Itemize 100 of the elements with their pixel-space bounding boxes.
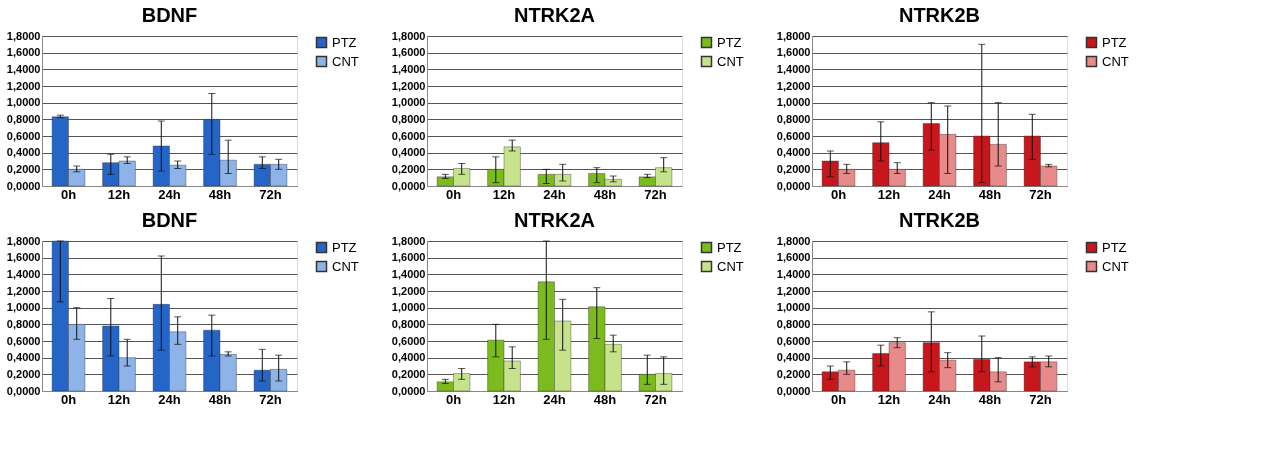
y-tick-label: 0,2000 <box>391 162 426 175</box>
y-tick-label: 0,4000 <box>391 146 426 159</box>
x-tick-label: 12h <box>492 391 516 407</box>
y-tick-label: 1,2000 <box>391 79 426 92</box>
y-tick-label: 1,6000 <box>776 46 811 59</box>
y-tick-label: 1,0000 <box>391 96 426 109</box>
y-tick-label: 0,8000 <box>6 112 41 125</box>
y-tick-label: 1,6000 <box>391 251 426 264</box>
y-tick-label: 1,0000 <box>776 301 811 314</box>
y-tick-label: 0,8000 <box>776 317 811 330</box>
y-tick-label: 0,2000 <box>6 367 41 380</box>
y-tick-label: 0,6000 <box>776 334 811 347</box>
y-tick-label: 0,8000 <box>391 317 426 330</box>
x-tick-label: 12h <box>107 391 131 407</box>
legend-label: CNT <box>717 53 744 69</box>
y-tick-label: 0,2000 <box>776 162 811 175</box>
chart-title: BDNF <box>141 209 198 231</box>
y-tick-label: 0,6000 <box>391 334 426 347</box>
y-tick-label: 0,8000 <box>6 317 41 330</box>
y-tick-label: 0,4000 <box>6 146 41 159</box>
legend-label: PTZ <box>1102 34 1127 50</box>
y-tick-label: 1,4000 <box>6 62 41 75</box>
x-tick-label: 48h <box>978 186 1002 202</box>
legend-label: CNT <box>332 258 359 274</box>
x-tick-label: 12h <box>877 186 901 202</box>
y-tick-label: 0,4000 <box>776 146 811 159</box>
y-tick-label: 1,8000 <box>391 234 426 247</box>
x-tick-label: 72h <box>1029 391 1052 407</box>
y-tick-label: 0,0000 <box>391 384 426 397</box>
y-tick-label: 1,8000 <box>391 29 426 42</box>
y-tick-label: 1,8000 <box>776 234 811 247</box>
y-tick-label: 0,8000 <box>776 112 811 125</box>
y-tick-label: 1,8000 <box>776 29 811 42</box>
x-tick-label: 24h <box>928 186 951 202</box>
legend-label: CNT <box>1102 258 1129 274</box>
y-tick-label: 1,2000 <box>6 284 41 297</box>
y-tick-label: 1,6000 <box>776 251 811 264</box>
y-tick-label: 1,2000 <box>6 79 41 92</box>
x-tick-label: 72h <box>1029 186 1052 202</box>
legend-label: PTZ <box>717 239 742 255</box>
y-tick-label: 0,4000 <box>776 351 811 364</box>
y-tick-label: 1,6000 <box>391 46 426 59</box>
x-tick-label: 24h <box>158 391 181 407</box>
legend-label: PTZ <box>332 34 357 50</box>
y-tick-label: 1,4000 <box>391 62 426 75</box>
y-tick-label: 1,0000 <box>776 96 811 109</box>
y-tick-label: 1,2000 <box>391 284 426 297</box>
y-tick-label: 0,2000 <box>6 162 41 175</box>
chart-title: NTRK2A <box>513 4 596 26</box>
y-tick-label: 0,0000 <box>6 384 41 397</box>
x-tick-label: 48h <box>593 391 617 407</box>
x-tick-label: 72h <box>259 186 282 202</box>
x-tick-label: 48h <box>978 391 1002 407</box>
y-tick-label: 1,8000 <box>6 234 41 247</box>
y-tick-label: 0,6000 <box>6 129 41 142</box>
x-tick-label: 0h <box>60 391 77 407</box>
y-tick-label: 0,0000 <box>776 384 811 397</box>
y-tick-label: 0,0000 <box>6 179 41 192</box>
y-tick-label: 1,4000 <box>776 267 811 280</box>
y-tick-label: 1,4000 <box>6 267 41 280</box>
y-tick-label: 0,8000 <box>391 112 426 125</box>
y-tick-label: 1,6000 <box>6 251 41 264</box>
x-tick-label: 0h <box>445 186 462 202</box>
y-tick-label: 0,0000 <box>391 179 426 192</box>
x-tick-label: 48h <box>593 186 617 202</box>
y-tick-label: 1,4000 <box>391 267 426 280</box>
y-tick-label: 1,0000 <box>391 301 426 314</box>
y-tick-label: 1,0000 <box>6 96 41 109</box>
chart-title: NTRK2B <box>898 4 981 26</box>
x-tick-label: 0h <box>830 186 847 202</box>
x-tick-label: 0h <box>60 186 77 202</box>
x-tick-label: 48h <box>208 186 232 202</box>
y-tick-label: 1,4000 <box>776 62 811 75</box>
legend-label: CNT <box>717 258 744 274</box>
legend-label: PTZ <box>332 239 357 255</box>
chart-title: NTRK2B <box>898 209 981 231</box>
y-tick-label: 0,4000 <box>6 351 41 364</box>
y-tick-label: 1,2000 <box>776 79 811 92</box>
y-tick-label: 0,6000 <box>391 129 426 142</box>
y-tick-label: 0,6000 <box>776 129 811 142</box>
x-tick-label: 0h <box>445 391 462 407</box>
x-tick-label: 0h <box>830 391 847 407</box>
x-tick-label: 24h <box>928 391 951 407</box>
legend-label: PTZ <box>1102 239 1127 255</box>
legend-label: CNT <box>332 53 359 69</box>
x-tick-label: 48h <box>208 391 232 407</box>
y-tick-label: 0,4000 <box>391 351 426 364</box>
y-tick-label: 0,6000 <box>6 334 41 347</box>
y-tick-label: 1,2000 <box>776 284 811 297</box>
x-tick-label: 72h <box>644 186 667 202</box>
x-tick-label: 12h <box>492 186 516 202</box>
x-tick-label: 24h <box>158 186 181 202</box>
x-tick-label: 72h <box>644 391 667 407</box>
legend-label: PTZ <box>717 34 742 50</box>
chart-title: NTRK2A <box>513 209 596 231</box>
chart-title: BDNF <box>141 4 198 26</box>
x-tick-label: 12h <box>877 391 901 407</box>
x-tick-label: 24h <box>543 391 566 407</box>
legend-label: CNT <box>1102 53 1129 69</box>
x-tick-label: 12h <box>107 186 131 202</box>
